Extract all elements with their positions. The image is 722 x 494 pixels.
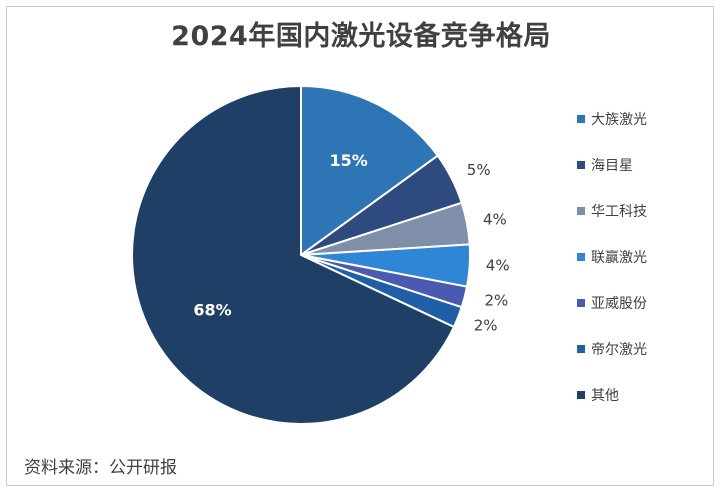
chart-title: 2024年国内激光设备竞争格局 bbox=[171, 21, 551, 52]
legend-item: 其他 bbox=[577, 372, 647, 418]
legend-label: 亚威股份 bbox=[591, 296, 647, 312]
pie-data-label: 15% bbox=[329, 151, 367, 170]
legend-swatch bbox=[577, 253, 585, 261]
source-note: 资料来源：公开研报 bbox=[24, 458, 177, 478]
legend-item: 大族激光 bbox=[577, 96, 647, 142]
legend-swatch bbox=[577, 207, 585, 215]
legend-swatch bbox=[577, 161, 585, 169]
pie-data-label: 5% bbox=[467, 161, 491, 179]
legend: 大族激光 海目星 华工科技 联赢激光 亚威股份 帝尔激光 其他 bbox=[577, 96, 647, 418]
legend-label: 海目星 bbox=[591, 158, 633, 174]
pie-slice bbox=[300, 84, 440, 257]
legend-label: 帝尔激光 bbox=[591, 342, 647, 358]
legend-item: 华工科技 bbox=[577, 188, 647, 234]
legend-item: 亚威股份 bbox=[577, 280, 647, 326]
legend-label: 联赢激光 bbox=[591, 250, 647, 266]
pie-data-label: 2% bbox=[485, 292, 509, 310]
pie-data-label: 2% bbox=[474, 317, 498, 335]
legend-item: 联赢激光 bbox=[577, 234, 647, 280]
pie-slice bbox=[131, 84, 456, 425]
legend-label: 其他 bbox=[591, 388, 619, 404]
legend-item: 帝尔激光 bbox=[577, 326, 647, 372]
legend-swatch bbox=[577, 345, 585, 353]
legend-swatch bbox=[577, 391, 585, 399]
pie-data-label: 4% bbox=[486, 257, 510, 275]
legend-swatch bbox=[577, 115, 585, 123]
pie-data-label: 68% bbox=[193, 301, 231, 320]
legend-swatch bbox=[577, 299, 585, 307]
pie-data-label: 4% bbox=[483, 210, 507, 228]
legend-label: 华工科技 bbox=[591, 204, 647, 220]
legend-label: 大族激光 bbox=[591, 112, 647, 128]
legend-item: 海目星 bbox=[577, 142, 647, 188]
